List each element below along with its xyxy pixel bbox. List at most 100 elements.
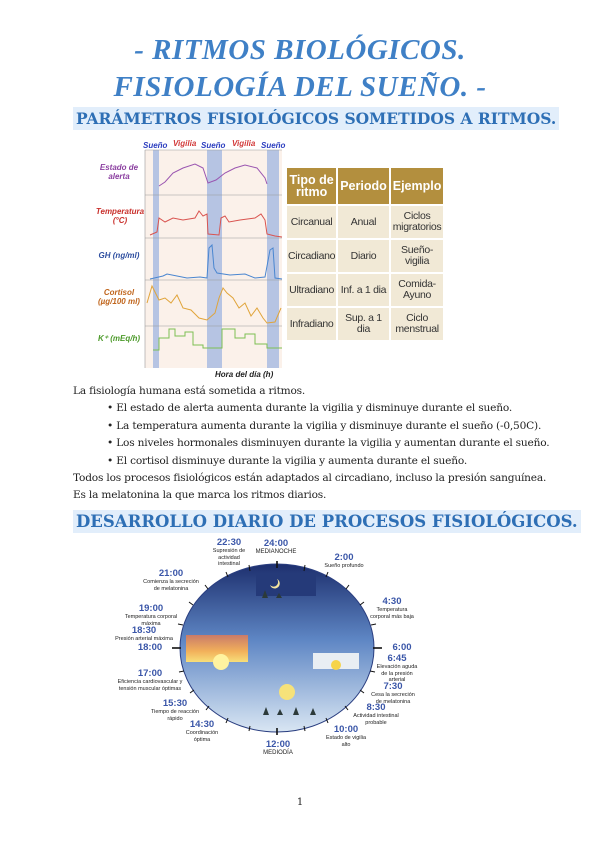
row-label-cortisol: Cortisol (µg/100 ml) xyxy=(98,288,140,306)
clock-event-0600: 6:00 xyxy=(392,643,411,653)
rhythms-plot xyxy=(144,149,283,368)
clock-event-1900: 19:00 Temperatura corporal máxima xyxy=(121,604,181,627)
event-time: 2:00 xyxy=(334,552,354,563)
event-time: 6:45 xyxy=(387,653,407,664)
event-time: 8:30 xyxy=(366,702,386,713)
event-desc: Comienza la secreción de melatonina xyxy=(143,579,199,592)
clock-event-0730: 7:30 Cesa la secreción de melatonina xyxy=(368,682,418,705)
clock-event-1700: 17:00 Eficiencia cardiovascular y tensión… xyxy=(117,669,183,692)
event-desc: Presión arterial máxima xyxy=(115,636,173,642)
document-title-line1: - RITMOS BIOLÓGICOS. xyxy=(134,34,466,66)
section-heading-desarrollo: DESARROLLO DIARIO DE PROCESOS FISIOLÓGIC… xyxy=(73,510,581,533)
table-cell: Infradiano xyxy=(287,308,337,340)
event-time: 17:00 xyxy=(137,668,163,679)
event-time: 12:00 xyxy=(265,739,291,750)
event-time: 19:00 xyxy=(138,603,164,614)
row-label-gh: GH (ng/ml) xyxy=(98,251,140,260)
phase-label-sleep-2: Sueño xyxy=(201,141,226,150)
phase-label-sleep-1: Sueño xyxy=(143,141,168,150)
sun-icon xyxy=(279,684,295,700)
bullet-item: • El estado de alerta aumenta durante la… xyxy=(107,402,512,415)
event-time: 10:00 xyxy=(333,724,359,735)
moon-icon xyxy=(270,579,280,589)
event-time: 24:00 xyxy=(263,538,289,549)
clock-event-0645: 6:45 Elevación aguda de la presión arteri… xyxy=(375,654,420,684)
table-row: Ultradiano Inf. a 1 dia Comida-Ayuno xyxy=(287,274,444,306)
header-ejemplo: Ejemplo xyxy=(390,168,444,204)
rhythm-types-table: Tipo de ritmo Periodo Ejemplo Circanual … xyxy=(285,166,445,342)
x-axis-label: Hora del día (h) xyxy=(215,370,274,379)
clock-event-1830: 18:30 Presión arterial máxima xyxy=(115,626,173,643)
event-time: 21:00 xyxy=(158,568,184,579)
bullet-item: • La temperatura aumenta durante la vigi… xyxy=(107,419,542,432)
clock-event-2230: 22:30 Supresión de actividad intestinal xyxy=(211,538,247,568)
row-label-temperatura: Temperatura (°C) xyxy=(95,207,145,225)
event-desc: Estado de vigilia alto xyxy=(325,735,367,748)
event-time: 4:30 xyxy=(382,596,402,607)
table-cell: Comida-Ayuno xyxy=(390,274,444,306)
event-desc: MEDIANOCHE xyxy=(255,549,297,555)
phase-label-sleep-3: Sueño xyxy=(261,141,286,150)
event-desc: MEDIODÍA xyxy=(263,750,293,756)
table-cell: Circanual xyxy=(287,206,337,238)
table-cell: Ciclo menstrual xyxy=(390,308,444,340)
header-periodo: Periodo xyxy=(338,168,389,204)
event-desc: Sueño profundo xyxy=(324,563,364,569)
row-label-alerta: Estado de alerta xyxy=(99,163,139,181)
event-desc: Temperatura corporal máxima xyxy=(124,614,178,627)
body-text: La fisiología humana está sometida a rit… xyxy=(73,383,550,505)
event-time: 15:30 xyxy=(162,698,188,709)
event-desc: Eficiencia cardiovascular y tensión musc… xyxy=(117,679,183,692)
event-desc: Cesa la secreción de melatonina xyxy=(371,692,415,705)
table-cell: Ciclos migratorios xyxy=(390,206,444,238)
clock-event-2400: 24:00 MEDIANOCHE xyxy=(256,539,297,556)
page-number: 1 xyxy=(296,797,304,808)
event-desc: Temperatura corporal más baja xyxy=(370,607,414,620)
event-time: 22:30 xyxy=(216,537,242,548)
night-scene xyxy=(256,574,316,596)
event-desc: Tiempo de reacción rápido xyxy=(150,709,200,722)
event-desc: Supresión de actividad intestinal xyxy=(212,548,246,567)
bullet-item: • Los niveles hormonales disminuyen dura… xyxy=(107,437,550,450)
header-tipo: Tipo de ritmo xyxy=(287,168,337,204)
table-cell: Ultradiano xyxy=(287,274,337,306)
event-desc: Coordinación óptima xyxy=(185,730,219,743)
table-cell: Anual xyxy=(338,206,389,238)
row-label-potasio: K⁺ (mEq/h) xyxy=(98,334,140,343)
section-heading-parametros: PARÁMETROS FISIOLÓGICOS SOMETIDOS A RITM… xyxy=(73,107,560,130)
event-desc: Actividad intestinal probable xyxy=(353,713,399,726)
clock-event-0430: 4:30 Temperatura corporal más baja xyxy=(367,597,417,620)
paragraph: Todos los procesos fisiológicos están ad… xyxy=(73,472,547,485)
event-time: 7:30 xyxy=(383,681,403,692)
table-cell: Sueño-vigilia xyxy=(390,240,444,272)
paragraph: Es la melatonina la que marca los ritmos… xyxy=(73,489,327,502)
event-time: 6:00 xyxy=(392,642,412,653)
table-row: Circadiano Diario Sueño-vigilia xyxy=(287,240,444,272)
clock-event-2100: 21:00 Comienza la secreción de melatonina xyxy=(140,569,202,592)
event-time: 18:00 xyxy=(137,642,163,653)
document-title-line2: FISIOLOGÍA DEL SUEÑO. - xyxy=(113,71,487,103)
event-desc: Elevación aguda de la presión arterial xyxy=(376,664,418,683)
rhythms-figure: Sueño Vigilia Sueño Vigilia Sueño Estado… xyxy=(95,138,287,380)
table-cell: Diario xyxy=(338,240,389,272)
table-cell: Sup. a 1 dia xyxy=(338,308,389,340)
bullet-item: • El cortisol disminuye durante la vigil… xyxy=(107,454,467,467)
phase-label-wake-2: Vigilia xyxy=(232,139,256,148)
clock-event-0830: 8:30 Actividad intestinal probable xyxy=(349,703,404,726)
phase-label-wake-1: Vigilia xyxy=(173,139,197,148)
table-cell: Circadiano xyxy=(287,240,337,272)
clock-event-1200: 12:00 MEDIODÍA xyxy=(263,740,293,757)
intro-paragraph: La fisiología humana está sometida a rit… xyxy=(73,385,306,397)
event-time: 18:30 xyxy=(131,625,157,636)
clock-event-1530: 15:30 Tiempo de reacción rápido xyxy=(148,699,203,722)
event-time: 14:30 xyxy=(189,719,215,730)
table-row: Infradiano Sup. a 1 dia Ciclo menstrual xyxy=(287,308,444,340)
clock-event-1000: 10:00 Estado de vigilia alto xyxy=(324,725,369,748)
clock-event-1800: 18:00 xyxy=(138,643,162,653)
table-header-row: Tipo de ritmo Periodo Ejemplo xyxy=(287,168,444,204)
clock-event-1430: 14:30 Coordinación óptima xyxy=(182,720,222,743)
clock-event-0200: 2:00 Sueño profundo xyxy=(324,553,363,570)
table-cell: Inf. a 1 dia xyxy=(338,274,389,306)
table-row: Circanual Anual Ciclos migratorios xyxy=(287,206,444,238)
